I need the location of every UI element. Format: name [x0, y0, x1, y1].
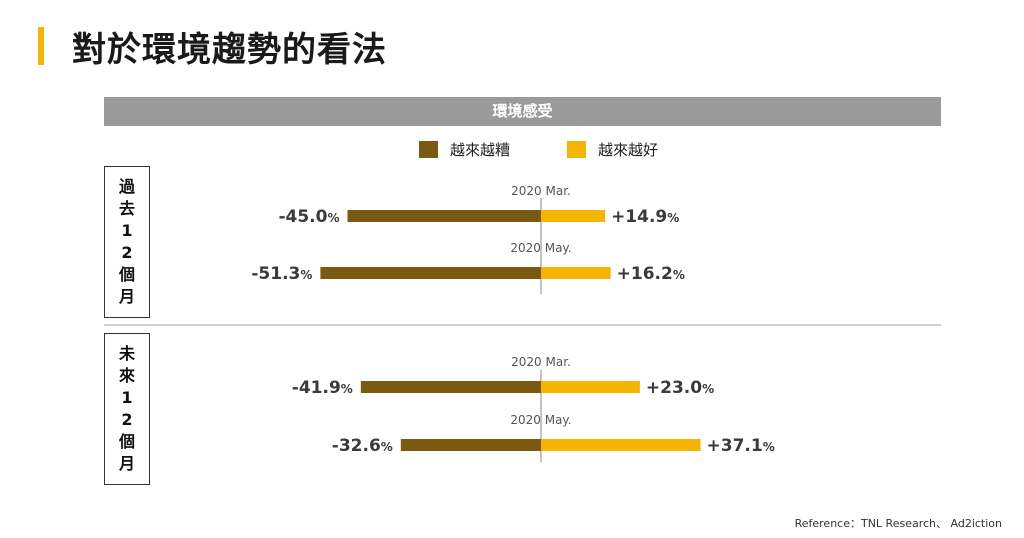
value-label-worse: -51.3% — [251, 264, 312, 284]
bar-better — [541, 381, 640, 393]
period-label: 2020 Mar. — [511, 184, 571, 198]
legend-swatch-worse — [419, 141, 438, 158]
chart-title: 環境感受 — [104, 97, 941, 126]
legend-swatch-better — [567, 141, 586, 158]
bar-worse — [360, 381, 541, 393]
group-label-past: 過去12個月 — [118, 177, 135, 306]
page-title: 對於環境趨勢的看法 — [72, 30, 387, 70]
legend-label-better: 越來越好 — [598, 141, 659, 159]
period-label: 2020 May. — [510, 241, 571, 255]
value-label-better: +14.9% — [611, 207, 679, 227]
legend-item-worse: 越來越糟 — [419, 139, 510, 160]
value-label-worse: -41.9% — [292, 378, 353, 398]
group-divider — [104, 324, 941, 326]
legend-label-worse: 越來越糟 — [450, 141, 511, 159]
value-label-worse: -32.6% — [332, 436, 393, 456]
value-label-better: +16.2% — [617, 264, 685, 284]
bar-better — [541, 439, 701, 451]
group-label-future: 未來12個月 — [118, 344, 135, 473]
chart-legend: 越來越糟 越來越好 — [0, 139, 1024, 163]
value-label-worse: -45.0% — [278, 207, 339, 227]
bar-worse — [320, 267, 541, 279]
bar-worse — [347, 210, 541, 222]
period-label: 2020 May. — [510, 413, 571, 427]
value-label-better: +37.1% — [707, 436, 775, 456]
bar-worse — [400, 439, 541, 451]
bar-better — [541, 267, 611, 279]
period-label: 2020 Mar. — [511, 355, 571, 369]
group-box-past: 過去12個月 — [104, 166, 150, 318]
reference-note: Reference：TNL Research、 Ad2iction — [794, 517, 1002, 530]
bar-better — [541, 210, 606, 222]
legend-item-better: 越來越好 — [567, 139, 658, 160]
group-box-future: 未來12個月 — [104, 333, 150, 485]
title-accent-bar — [38, 27, 44, 65]
value-label-better: +23.0% — [646, 378, 714, 398]
